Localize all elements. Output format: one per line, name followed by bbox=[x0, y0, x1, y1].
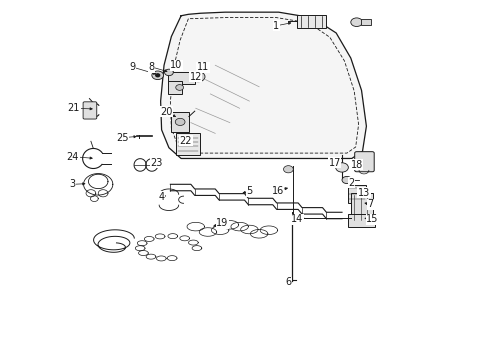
Text: 15: 15 bbox=[366, 215, 378, 224]
Text: 14: 14 bbox=[290, 215, 303, 224]
Text: 19: 19 bbox=[216, 218, 228, 228]
Text: 25: 25 bbox=[116, 133, 128, 143]
Circle shape bbox=[164, 69, 173, 76]
Bar bbox=[350, 193, 372, 221]
Circle shape bbox=[195, 75, 201, 79]
Text: 9: 9 bbox=[129, 62, 135, 72]
Text: 22: 22 bbox=[180, 136, 192, 145]
Text: 17: 17 bbox=[328, 158, 340, 168]
Circle shape bbox=[335, 163, 347, 172]
Text: 1: 1 bbox=[273, 21, 279, 31]
Circle shape bbox=[175, 85, 183, 90]
Text: 23: 23 bbox=[150, 158, 163, 168]
Text: 16: 16 bbox=[271, 186, 283, 196]
Text: 2: 2 bbox=[348, 178, 354, 188]
Text: 18: 18 bbox=[350, 160, 362, 170]
FancyBboxPatch shape bbox=[83, 102, 97, 119]
Text: 5: 5 bbox=[246, 186, 252, 197]
Circle shape bbox=[152, 71, 163, 80]
Text: 7: 7 bbox=[366, 199, 373, 210]
Text: 6: 6 bbox=[285, 277, 291, 287]
Bar bbox=[360, 19, 370, 25]
FancyBboxPatch shape bbox=[347, 214, 374, 226]
Text: 21: 21 bbox=[67, 103, 80, 113]
Text: 20: 20 bbox=[160, 107, 172, 117]
Text: 10: 10 bbox=[170, 60, 182, 70]
Text: 8: 8 bbox=[148, 62, 155, 72]
Text: 13: 13 bbox=[357, 188, 369, 198]
Circle shape bbox=[341, 176, 351, 184]
Polygon shape bbox=[160, 12, 366, 158]
Bar bbox=[171, 112, 188, 132]
Text: 4: 4 bbox=[158, 192, 164, 202]
Circle shape bbox=[175, 118, 184, 126]
Text: 12: 12 bbox=[189, 72, 202, 82]
Circle shape bbox=[350, 18, 362, 27]
Circle shape bbox=[156, 74, 159, 77]
FancyBboxPatch shape bbox=[354, 152, 373, 172]
Circle shape bbox=[191, 72, 204, 82]
Bar bbox=[297, 15, 326, 28]
Circle shape bbox=[283, 166, 293, 173]
Text: 24: 24 bbox=[66, 152, 79, 162]
Text: 3: 3 bbox=[70, 179, 76, 189]
FancyBboxPatch shape bbox=[167, 81, 182, 94]
Text: 11: 11 bbox=[197, 62, 209, 72]
FancyBboxPatch shape bbox=[167, 72, 195, 84]
Bar bbox=[347, 185, 366, 203]
Bar bbox=[176, 134, 199, 155]
